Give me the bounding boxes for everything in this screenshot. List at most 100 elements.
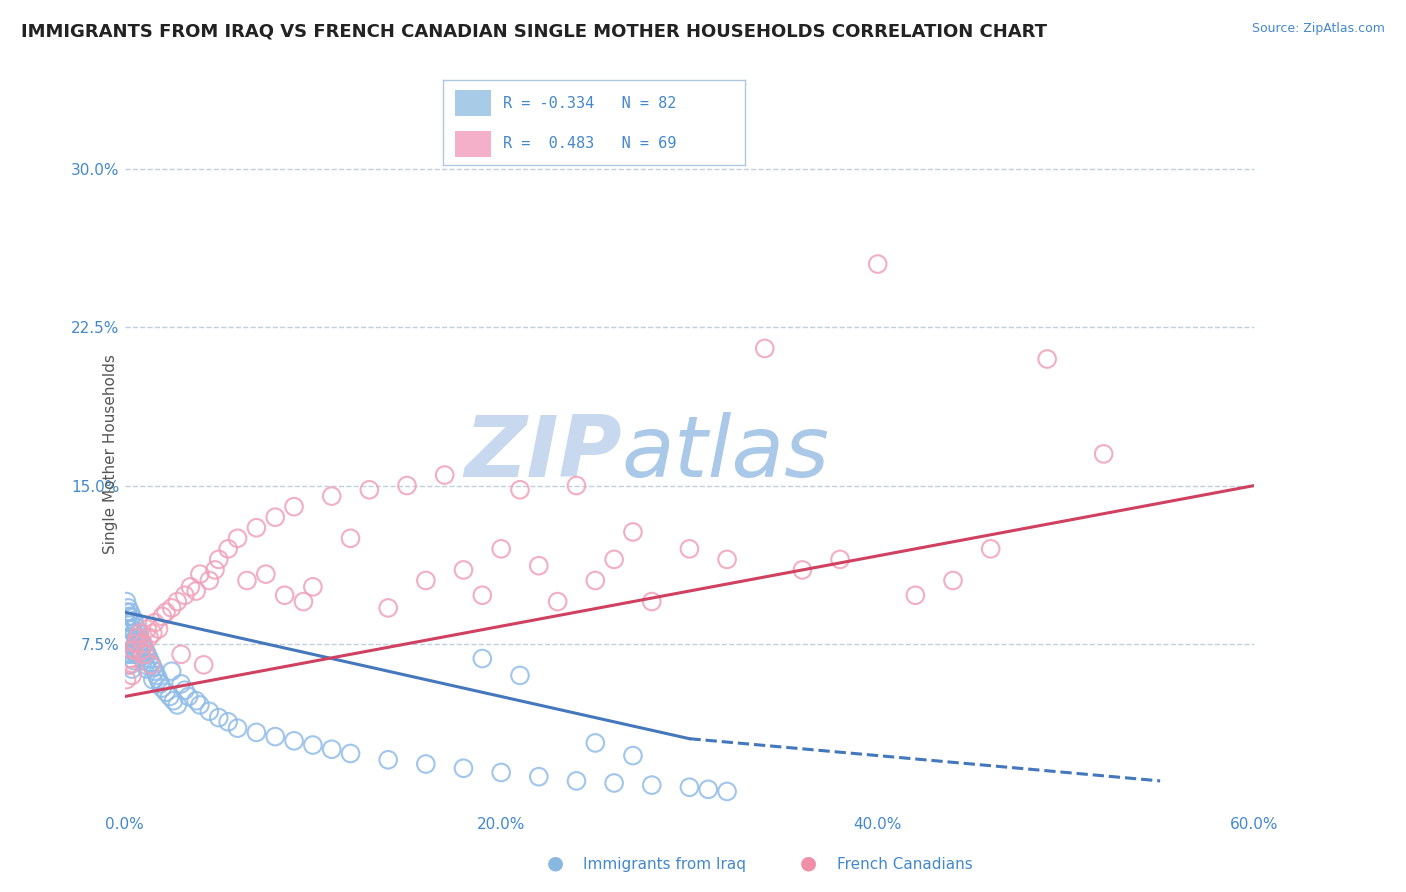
Point xyxy=(226,531,249,545)
Point xyxy=(132,639,155,653)
Point xyxy=(377,753,399,767)
Point xyxy=(264,510,287,524)
Point xyxy=(160,601,183,615)
Text: R = -0.334   N = 82: R = -0.334 N = 82 xyxy=(503,95,676,111)
Text: ●: ● xyxy=(800,854,817,872)
Point xyxy=(166,698,188,712)
Point xyxy=(198,574,221,588)
Point xyxy=(904,588,927,602)
Point xyxy=(125,648,148,662)
Point xyxy=(641,594,664,608)
Point xyxy=(217,541,239,556)
Point xyxy=(177,690,200,704)
Point xyxy=(509,483,531,497)
Point xyxy=(122,643,145,657)
Point xyxy=(603,776,626,790)
Point xyxy=(162,694,184,708)
Point xyxy=(150,609,173,624)
Point xyxy=(143,615,166,630)
Point xyxy=(142,660,165,674)
Point xyxy=(115,605,138,619)
Text: ●: ● xyxy=(547,854,564,872)
Point xyxy=(186,584,208,599)
Point xyxy=(339,531,361,545)
Point xyxy=(127,626,149,640)
Point xyxy=(236,574,259,588)
Point xyxy=(125,637,148,651)
Point xyxy=(155,685,177,699)
Point xyxy=(131,634,153,648)
Point xyxy=(138,651,160,665)
Point xyxy=(131,643,153,657)
Point xyxy=(980,541,1002,556)
Text: Source: ZipAtlas.com: Source: ZipAtlas.com xyxy=(1251,22,1385,36)
Point xyxy=(716,552,738,566)
Point xyxy=(120,631,142,645)
Point xyxy=(121,662,143,676)
Point xyxy=(1036,351,1059,366)
Point xyxy=(136,648,159,662)
Point xyxy=(136,622,159,636)
Point xyxy=(117,622,139,636)
Point xyxy=(697,782,720,797)
Text: atlas: atlas xyxy=(621,412,830,495)
Point xyxy=(621,748,644,763)
Point xyxy=(603,552,626,566)
Point xyxy=(160,664,183,678)
Point xyxy=(489,765,512,780)
Y-axis label: Single Mother Households: Single Mother Households xyxy=(103,354,118,554)
Point xyxy=(641,778,664,792)
Point xyxy=(433,468,456,483)
Point xyxy=(942,574,965,588)
Point xyxy=(121,634,143,648)
Point xyxy=(292,594,315,608)
Point xyxy=(193,657,215,672)
Point xyxy=(254,567,277,582)
Point xyxy=(302,738,325,752)
Point xyxy=(866,257,889,271)
Point xyxy=(170,677,193,691)
Point xyxy=(828,552,851,566)
Point xyxy=(127,640,149,655)
Text: IMMIGRANTS FROM IRAQ VS FRENCH CANADIAN SINGLE MOTHER HOUSEHOLDS CORRELATION CHA: IMMIGRANTS FROM IRAQ VS FRENCH CANADIAN … xyxy=(21,22,1047,40)
Point xyxy=(120,643,142,657)
Point xyxy=(471,588,494,602)
Point xyxy=(583,574,606,588)
Point xyxy=(127,631,149,645)
Point xyxy=(159,690,181,704)
Point xyxy=(321,742,343,756)
Point xyxy=(120,615,142,630)
Point xyxy=(115,673,138,687)
Point xyxy=(148,673,170,687)
Point xyxy=(621,524,644,539)
Point xyxy=(716,784,738,798)
Point xyxy=(321,489,343,503)
Point xyxy=(204,563,226,577)
Point xyxy=(583,736,606,750)
Point xyxy=(117,609,139,624)
Point xyxy=(139,656,162,670)
Point xyxy=(509,668,531,682)
Point xyxy=(179,580,201,594)
Point xyxy=(149,677,172,691)
Point xyxy=(792,563,814,577)
Point xyxy=(122,640,145,655)
Point xyxy=(415,574,437,588)
Point xyxy=(131,649,153,664)
Bar xyxy=(456,90,491,116)
Point xyxy=(121,609,143,624)
Point xyxy=(208,710,231,724)
Point xyxy=(142,626,165,640)
Point xyxy=(117,648,139,662)
Point xyxy=(166,594,188,608)
Point xyxy=(471,651,494,665)
Point xyxy=(155,605,177,619)
Point xyxy=(125,632,148,647)
Point xyxy=(678,541,700,556)
Point xyxy=(359,483,381,497)
Point xyxy=(547,594,569,608)
Point xyxy=(138,631,160,645)
Point xyxy=(678,780,700,795)
Point xyxy=(143,664,166,678)
Point xyxy=(415,757,437,772)
